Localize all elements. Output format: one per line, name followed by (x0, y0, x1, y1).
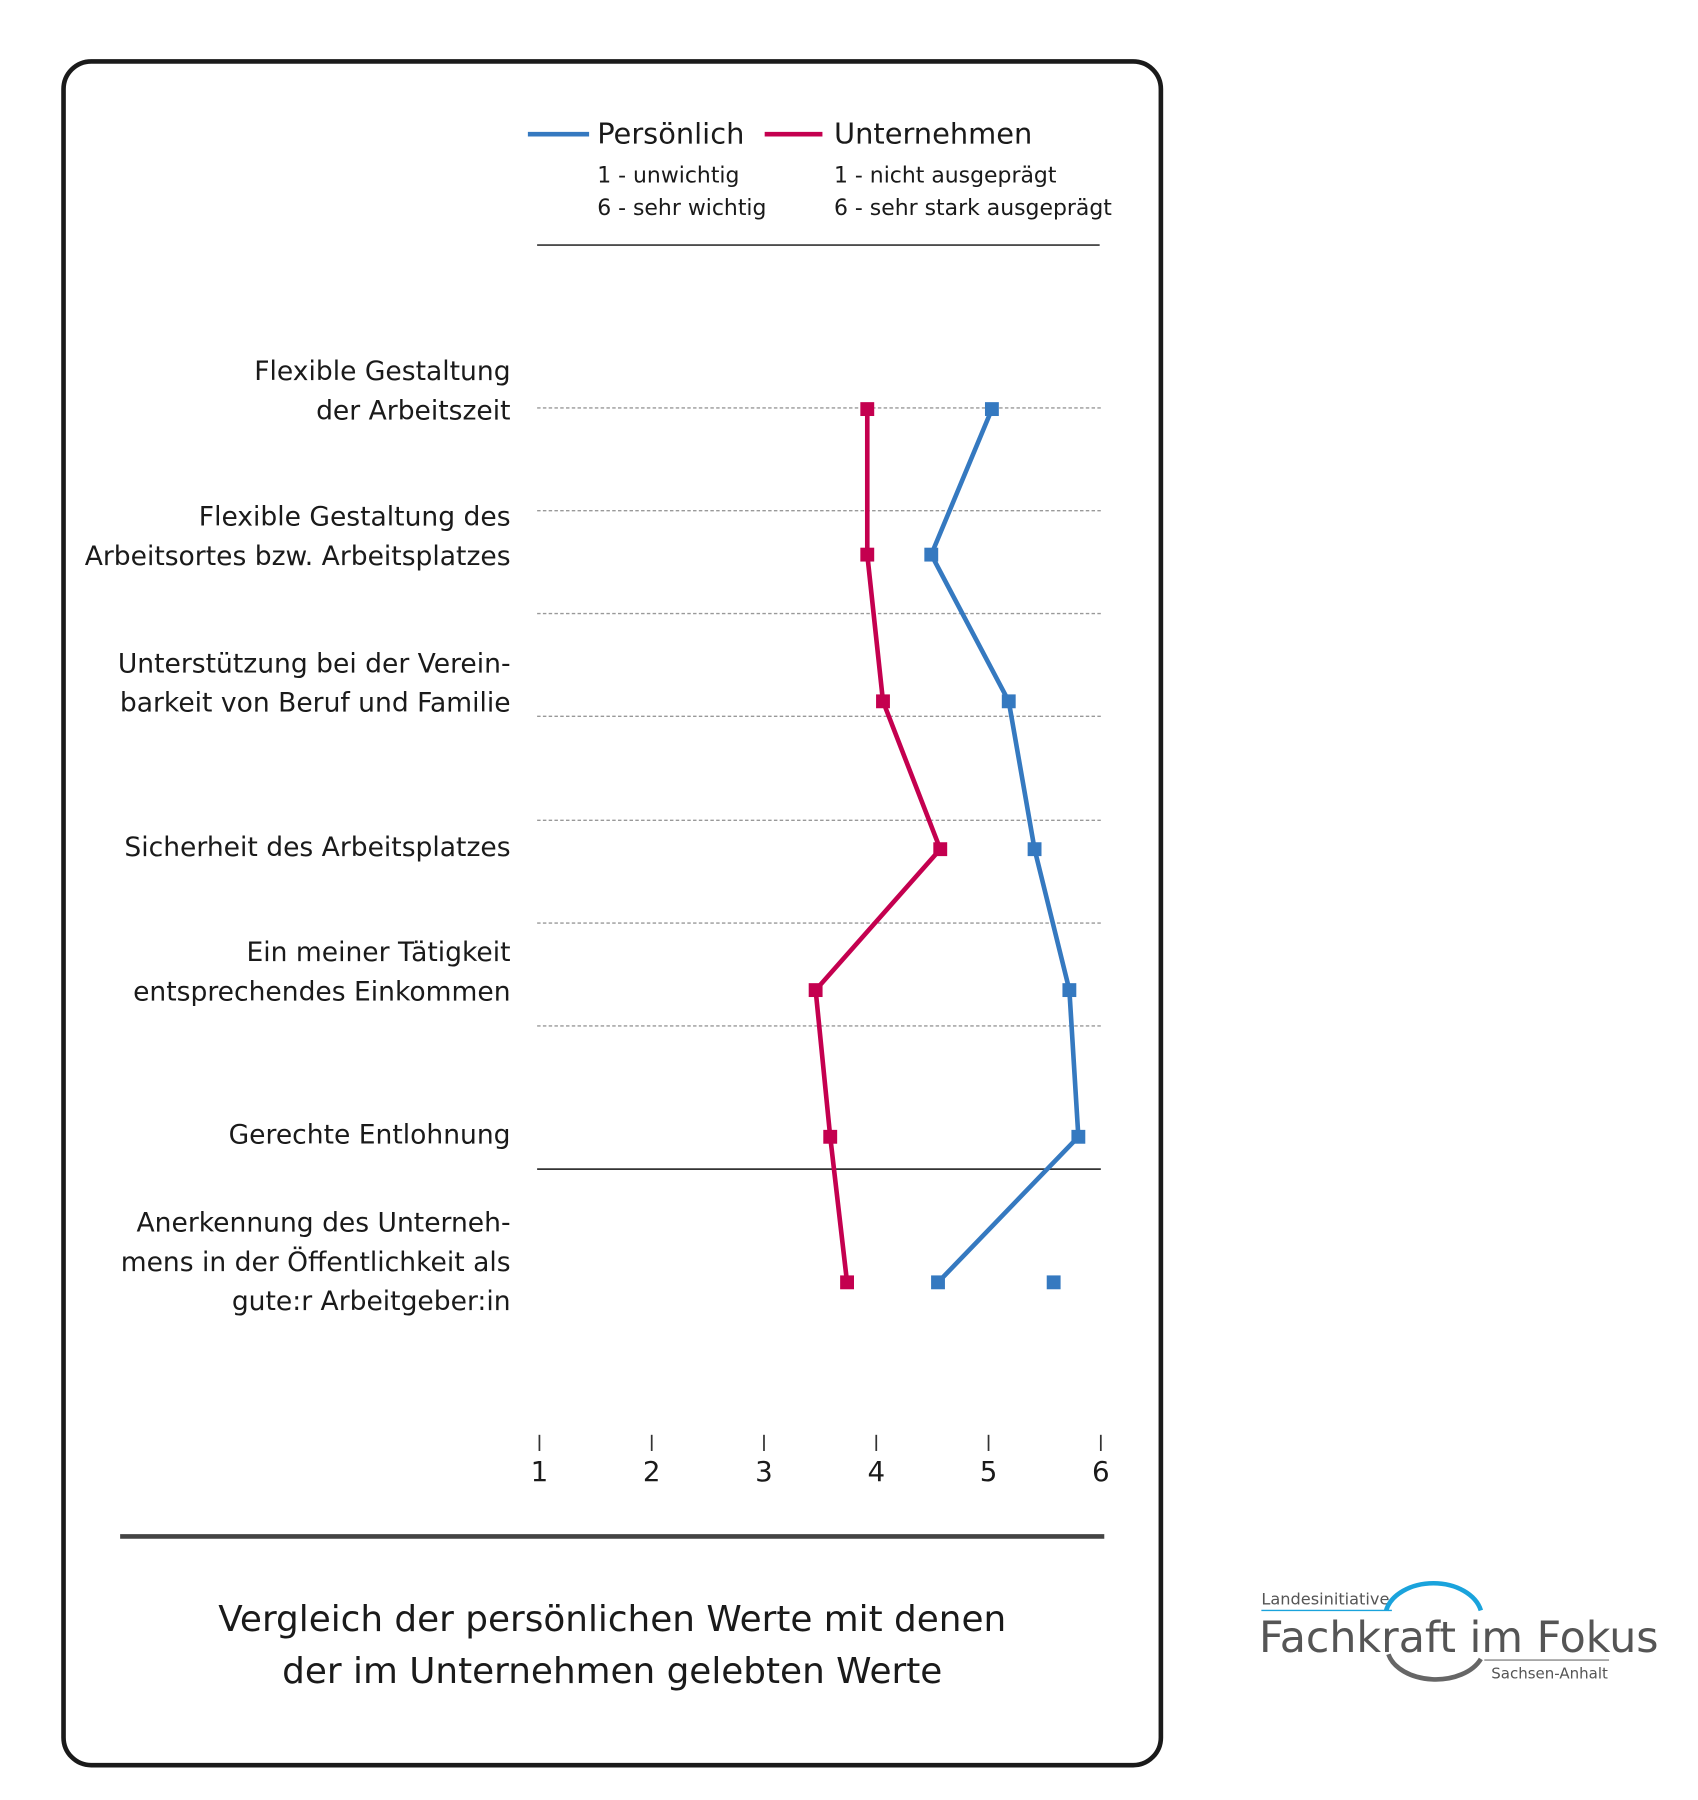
category-label: Sicherheit des Arbeitsplatzes (124, 832, 510, 863)
legend-label-unternehmen: Unternehmen (834, 116, 1032, 150)
data-point (931, 1275, 945, 1290)
data-point (1062, 983, 1077, 998)
category-label: Arbeitsortes bzw. Arbeitsplatzes (85, 541, 511, 572)
logo-main-text: Fachkraft im Fokus (1259, 1613, 1659, 1663)
logo: Landesinitiative Fachkraft im Fokus Sach… (1259, 1581, 1659, 1683)
legend-note: 6 - sehr stark ausgeprägt (834, 196, 1112, 221)
category-label: entsprechendes Einkommen (133, 976, 510, 1007)
category-label: der Arbeitszeit (316, 395, 510, 426)
data-point (1001, 694, 1016, 709)
data-point (933, 842, 948, 857)
data-point (808, 983, 823, 998)
tick-label: 2 (643, 1455, 661, 1488)
tick-label: 3 (755, 1455, 773, 1488)
tick-label: 1 (531, 1455, 549, 1488)
category-label: Anerkennung des Unterneh- (137, 1208, 511, 1239)
data-point (823, 1129, 838, 1144)
tick-label: 6 (1092, 1455, 1110, 1488)
category-label: Flexible Gestaltung des (199, 502, 511, 533)
data-point (860, 547, 875, 562)
legend: Persönlich 1 - unwichtig 6 - sehr wichti… (527, 116, 1112, 246)
logo-arc-blue (1383, 1581, 1484, 1612)
chart-title-line-1: Vergleich der persönlichen Werte mit den… (218, 1599, 1006, 1640)
legend-note: 6 - sehr wichtig (597, 196, 766, 221)
legend-label-persoenlich: Persönlich (597, 116, 744, 150)
data-point (924, 547, 939, 562)
logo-bottom-text: Sachsen-Anhalt (1491, 1665, 1608, 1683)
gridlines (537, 407, 1101, 1171)
data-point (1027, 842, 1042, 857)
category-label: Ein meiner Tätigkeit (246, 937, 510, 968)
legend-note: 1 - nicht ausgeprägt (834, 164, 1057, 189)
category-label: Gerechte Entlohnung (229, 1120, 511, 1151)
chart-frame (61, 59, 1164, 1768)
category-label: Unterstützung bei der Verein- (118, 648, 511, 679)
data-point (840, 1275, 854, 1290)
category-label: Flexible Gestaltung (254, 356, 510, 387)
category-label: mens in der Öffentlichkeit als (121, 1246, 511, 1278)
category-label: barkeit von Beruf und Familie (120, 688, 511, 719)
category-label: gute:r Arbeitgeber:in (232, 1286, 511, 1317)
tick-label: 4 (867, 1455, 885, 1488)
logo-arc-grey (1386, 1653, 1483, 1682)
data-point (876, 694, 890, 709)
data-point (860, 402, 875, 417)
category-labels: Flexible Gestaltung der Arbeitszeit Flexib… (85, 356, 511, 1317)
data-point-extra (1046, 1275, 1061, 1290)
data-point (984, 402, 999, 417)
chart-title-line-2: der im Unternehmen gelebten Werte (282, 1651, 942, 1692)
series-layer (808, 402, 1086, 1290)
data-point (1071, 1129, 1086, 1144)
logo-top-text: Landesinitiative (1261, 1590, 1389, 1609)
tick-label: 5 (980, 1455, 998, 1488)
legend-note: 1 - unwichtig (597, 164, 739, 189)
x-axis: 1 2 3 4 5 6 (531, 1434, 1110, 1488)
